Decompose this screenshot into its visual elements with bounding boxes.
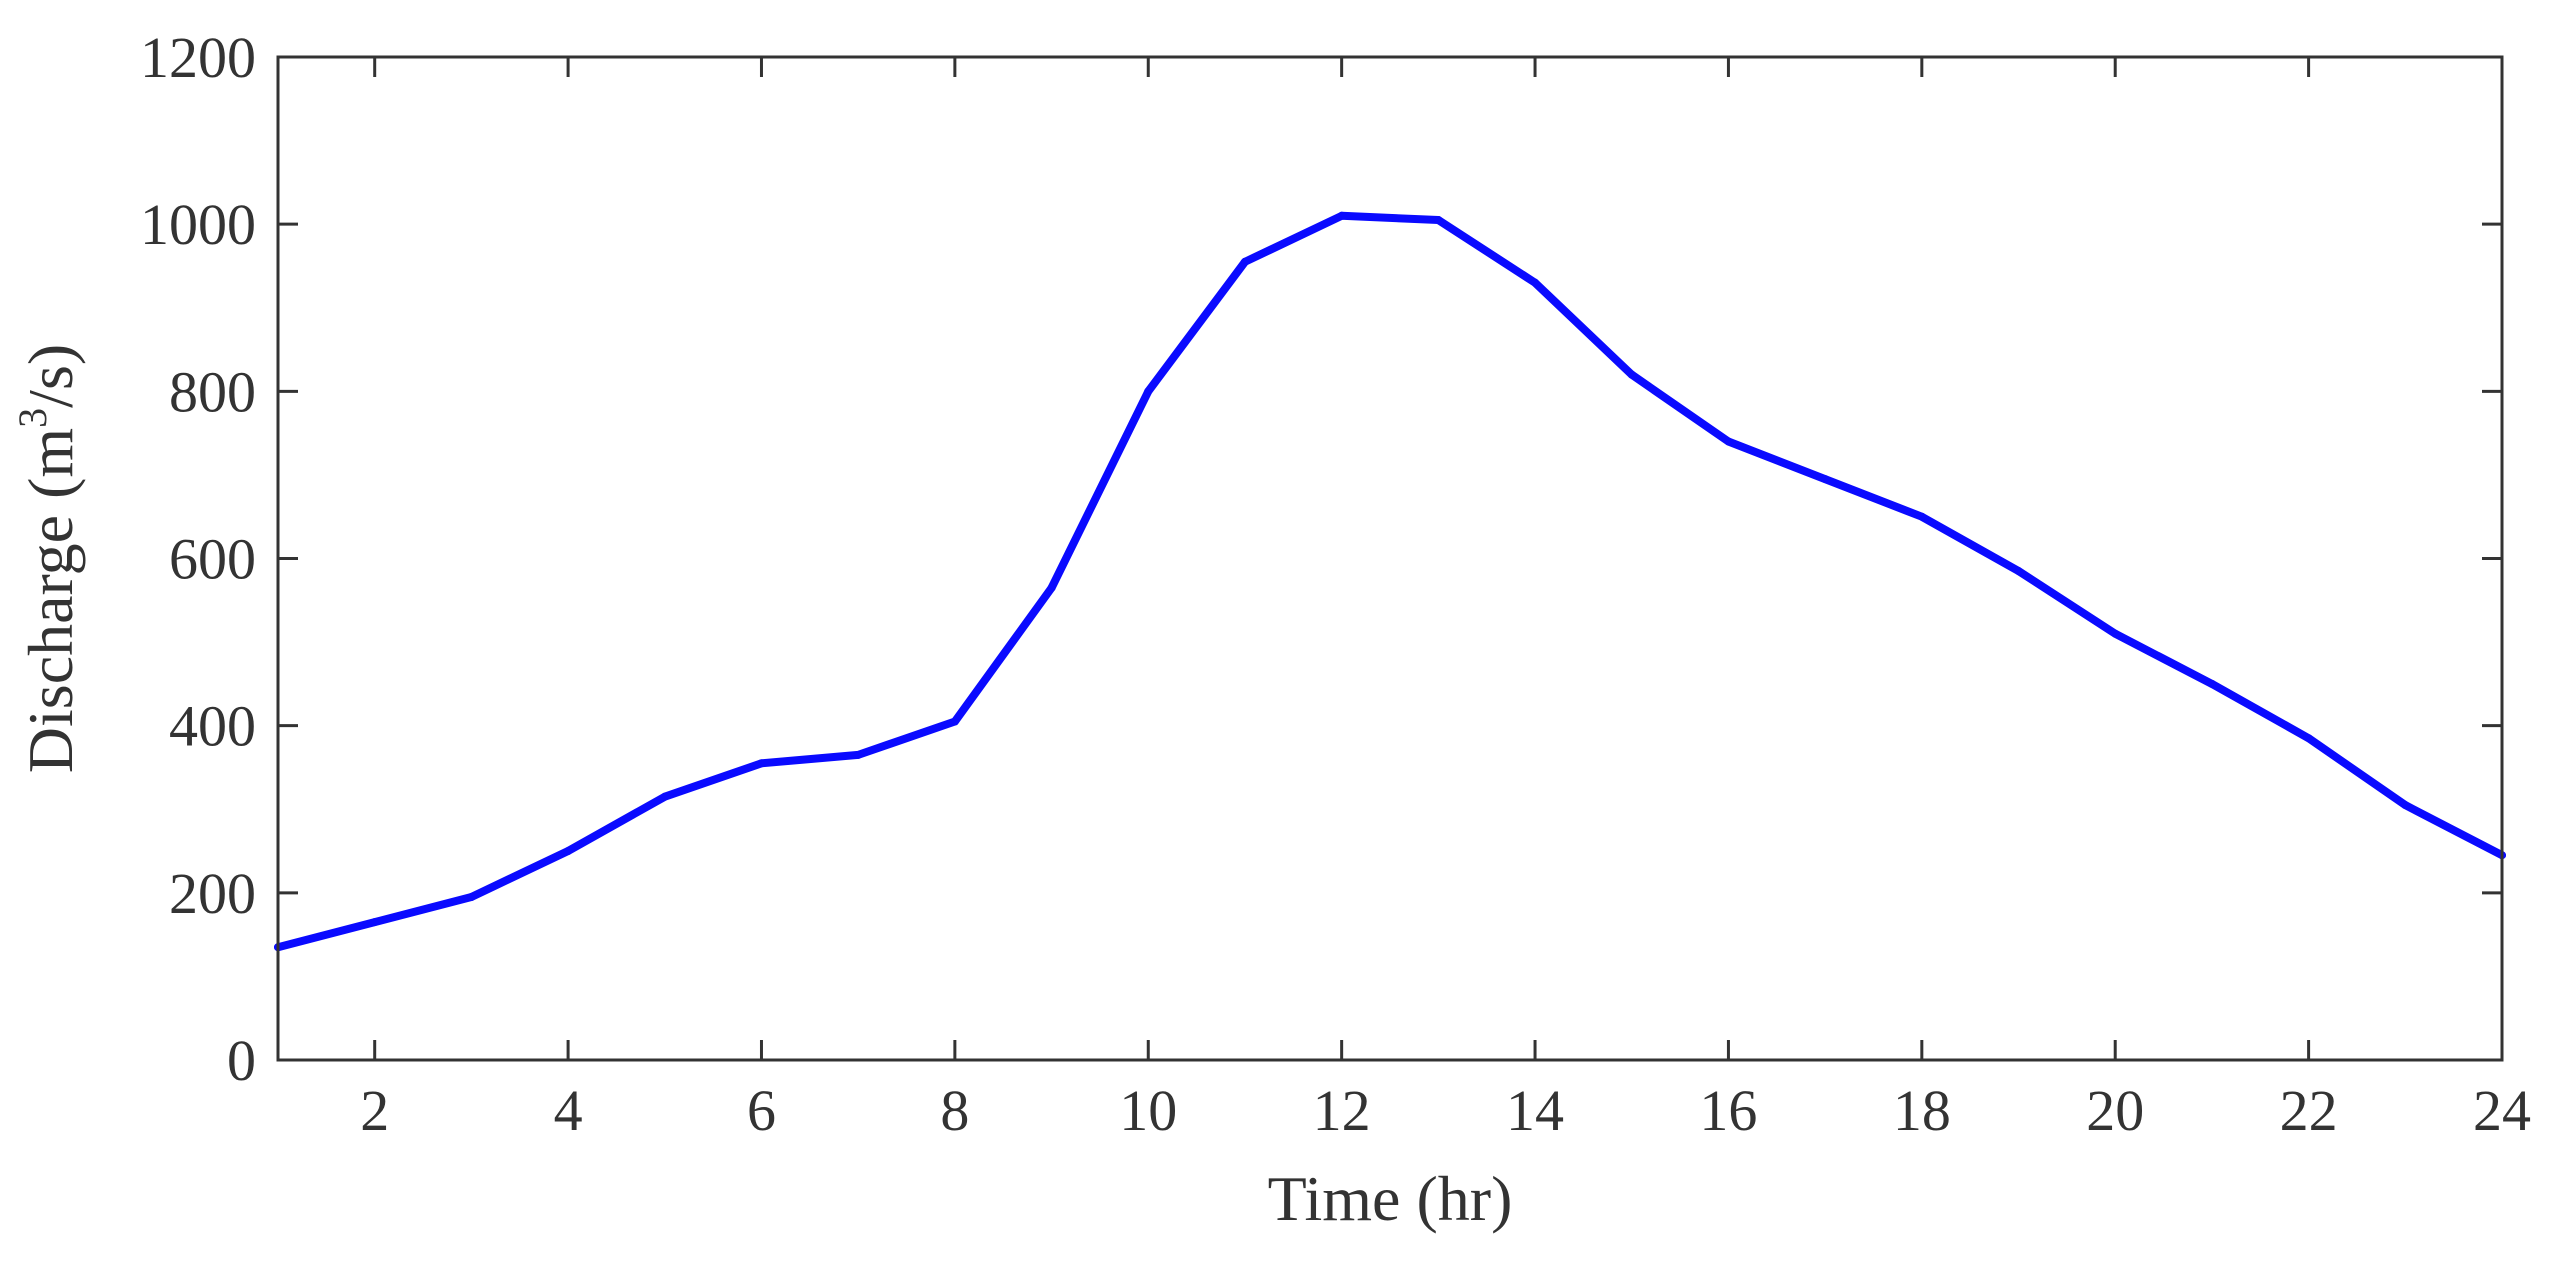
discharge-data-point — [2207, 679, 2216, 688]
x-tick-label: 14 — [1506, 1078, 1564, 1143]
discharge-data-point — [370, 918, 379, 927]
x-tick-label: 18 — [1893, 1078, 1951, 1143]
y-axis-title-suffix: /s) — [15, 344, 86, 408]
x-tick-label: 22 — [2280, 1078, 2338, 1143]
discharge-data-point — [1531, 278, 1540, 287]
discharge-data-point — [2304, 734, 2313, 743]
y-tick-label: 1200 — [140, 25, 256, 90]
discharge-data-point — [950, 717, 959, 726]
discharge-data-point — [2014, 567, 2023, 576]
x-tick-label: 2 — [360, 1078, 389, 1143]
labels-layer: 2 4 6 8 10 12 14 16 18 20 22 2402004006008001000120… — [140, 25, 2531, 1143]
x-axis-title: Time (hr) — [1268, 1163, 1513, 1234]
y-tick-label: 800 — [169, 359, 256, 424]
x-tick-label: 10 — [1119, 1078, 1177, 1143]
discharge-data-point — [1917, 512, 1926, 521]
y-tick-label: 400 — [169, 694, 256, 759]
x-tick-label: 16 — [1699, 1078, 1757, 1143]
ticks-layer — [278, 55, 2504, 1062]
discharge-data-point — [1724, 437, 1733, 446]
x-tick-label: 6 — [747, 1078, 776, 1143]
discharge-data-point — [467, 893, 476, 902]
y-axis-title-prefix: Discharge (m — [15, 428, 86, 773]
discharge-data-point — [854, 750, 863, 759]
y-tick-label: 600 — [169, 527, 256, 592]
discharge-series-line — [274, 211, 2506, 952]
discharge-data-point — [1240, 257, 1249, 266]
x-tick-label: 20 — [2086, 1078, 2144, 1143]
x-tick-label: 12 — [1313, 1078, 1371, 1143]
y-tick-label: 0 — [227, 1028, 256, 1093]
y-axis-title-superscript: 3 — [10, 408, 55, 428]
plot-frame — [276, 55, 2504, 1062]
x-tick-label: 24 — [2473, 1078, 2531, 1143]
y-tick-label: 200 — [169, 861, 256, 926]
discharge-data-point — [564, 847, 573, 856]
discharge-data-point — [1627, 370, 1636, 379]
discharge-data-point — [757, 759, 766, 768]
discharge-data-point — [1434, 215, 1443, 224]
discharge-data-point — [660, 792, 669, 801]
discharge-data-point — [2111, 629, 2120, 638]
y-axis-title: Discharge (m3/s) — [10, 344, 86, 773]
series-layer — [274, 211, 2506, 952]
discharge-data-point — [1047, 583, 1056, 592]
x-tick-label: 4 — [554, 1078, 583, 1143]
discharge-data-point — [2401, 801, 2410, 810]
discharge-data-point — [1337, 211, 1346, 220]
discharge-data-point — [1144, 387, 1153, 396]
x-tick-label: 8 — [940, 1078, 969, 1143]
discharge-data-point — [1821, 475, 1830, 484]
y-tick-label: 1000 — [140, 192, 256, 257]
